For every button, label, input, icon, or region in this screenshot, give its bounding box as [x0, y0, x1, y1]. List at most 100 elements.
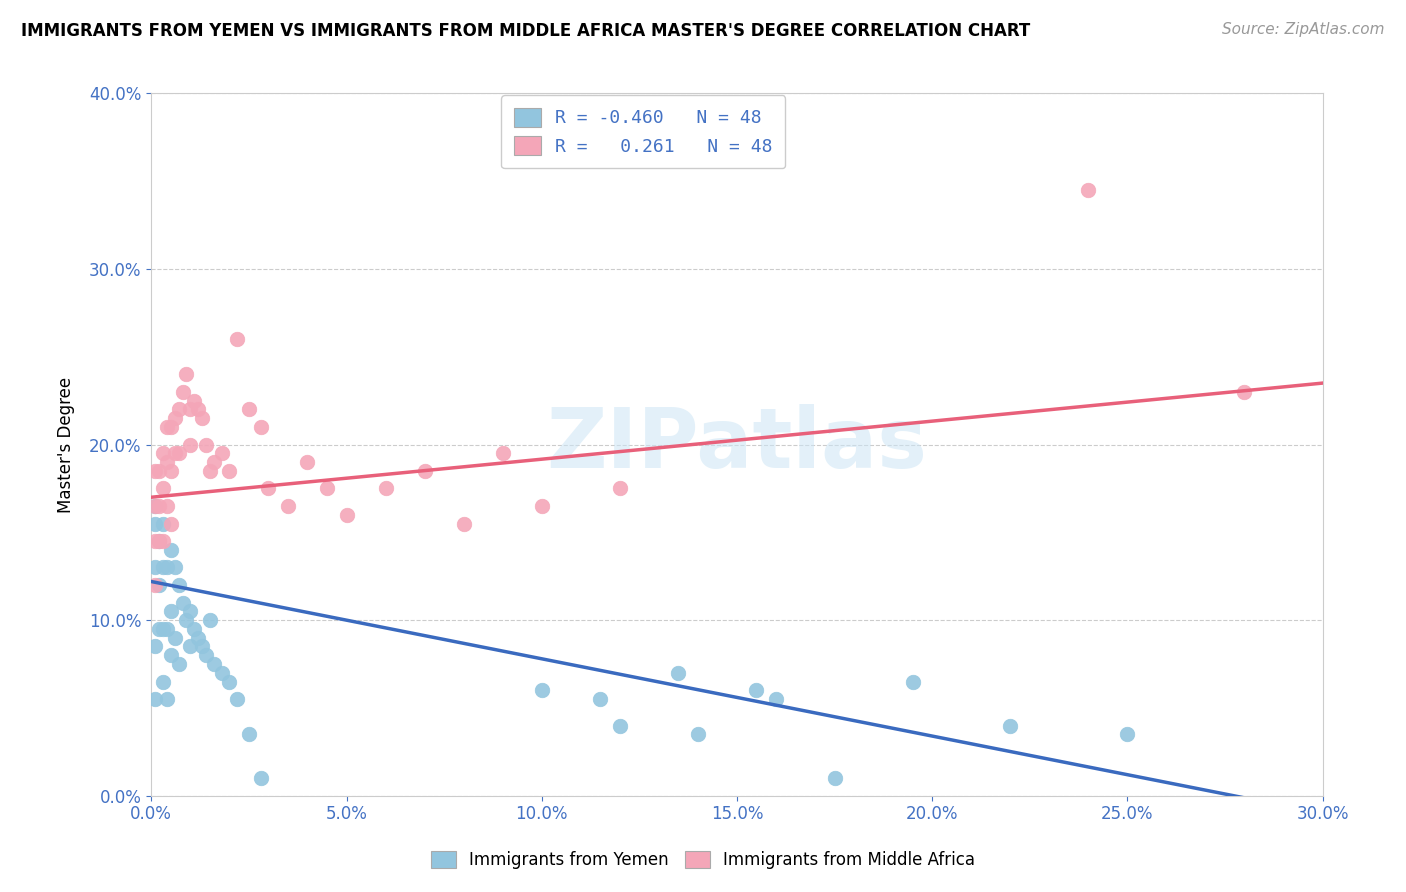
Point — [159, 648, 181, 663]
Point — [159, 604, 181, 618]
Point — [156, 499, 179, 513]
Legend: Immigrants from Yemen, Immigrants from Middle Africa: Immigrants from Yemen, Immigrants from M… — [420, 841, 986, 880]
Point — [152, 622, 174, 636]
Point — [143, 692, 166, 706]
Point — [148, 534, 170, 549]
Point — [179, 640, 201, 654]
Point — [187, 631, 209, 645]
Point — [218, 464, 240, 478]
Text: IMMIGRANTS FROM YEMEN VS IMMIGRANTS FROM MIDDLE AFRICA MASTER'S DEGREE CORRELATI: IMMIGRANTS FROM YEMEN VS IMMIGRANTS FROM… — [21, 22, 1031, 40]
Point — [297, 455, 319, 469]
Point — [148, 499, 170, 513]
Point — [413, 464, 436, 478]
Point — [589, 692, 612, 706]
Point — [249, 420, 271, 434]
Point — [148, 578, 170, 592]
Point — [163, 446, 186, 460]
Point — [745, 683, 768, 698]
Point — [218, 674, 240, 689]
Point — [335, 508, 357, 522]
Y-axis label: Master's Degree: Master's Degree — [58, 376, 75, 513]
Point — [191, 411, 214, 425]
Point — [156, 622, 179, 636]
Point — [176, 368, 198, 382]
Point — [156, 420, 179, 434]
Point — [143, 578, 166, 592]
Point — [198, 464, 221, 478]
Point — [238, 402, 260, 417]
Point — [530, 683, 553, 698]
Point — [152, 674, 174, 689]
Point — [316, 482, 339, 496]
Point — [167, 657, 190, 671]
Point — [143, 640, 166, 654]
Point — [183, 393, 205, 408]
Point — [226, 692, 249, 706]
Point — [901, 674, 924, 689]
Point — [163, 411, 186, 425]
Point — [156, 692, 179, 706]
Point — [202, 455, 225, 469]
Point — [194, 437, 217, 451]
Point — [202, 657, 225, 671]
Point — [159, 543, 181, 558]
Point — [148, 464, 170, 478]
Point — [143, 464, 166, 478]
Point — [156, 560, 179, 574]
Point — [226, 332, 249, 346]
Point — [179, 402, 201, 417]
Text: Source: ZipAtlas.com: Source: ZipAtlas.com — [1222, 22, 1385, 37]
Point — [167, 402, 190, 417]
Point — [686, 727, 709, 741]
Point — [1000, 718, 1022, 732]
Point — [143, 516, 166, 531]
Point — [152, 534, 174, 549]
Point — [179, 604, 201, 618]
Point — [492, 446, 515, 460]
Point — [765, 692, 787, 706]
Point — [666, 665, 689, 680]
Text: ZIPatlas: ZIPatlas — [547, 404, 928, 485]
Point — [1233, 384, 1256, 399]
Point — [152, 516, 174, 531]
Point — [198, 613, 221, 627]
Point — [172, 596, 194, 610]
Point — [179, 437, 201, 451]
Point — [159, 464, 181, 478]
Point — [172, 384, 194, 399]
Point — [148, 534, 170, 549]
Point — [167, 446, 190, 460]
Point — [143, 499, 166, 513]
Point — [183, 622, 205, 636]
Point — [143, 499, 166, 513]
Point — [163, 560, 186, 574]
Legend: R = -0.460   N = 48, R =   0.261   N = 48: R = -0.460 N = 48, R = 0.261 N = 48 — [501, 95, 786, 169]
Point — [211, 446, 233, 460]
Point — [159, 420, 181, 434]
Point — [143, 560, 166, 574]
Point — [187, 402, 209, 417]
Point — [257, 482, 280, 496]
Point — [163, 631, 186, 645]
Point — [249, 771, 271, 785]
Point — [530, 499, 553, 513]
Point — [277, 499, 299, 513]
Point — [1116, 727, 1139, 741]
Point — [167, 578, 190, 592]
Point — [152, 560, 174, 574]
Point — [824, 771, 846, 785]
Point — [152, 482, 174, 496]
Point — [191, 640, 214, 654]
Point — [238, 727, 260, 741]
Point — [143, 534, 166, 549]
Point — [156, 455, 179, 469]
Point — [211, 665, 233, 680]
Point — [194, 648, 217, 663]
Point — [609, 718, 631, 732]
Point — [159, 516, 181, 531]
Point — [148, 622, 170, 636]
Point — [453, 516, 475, 531]
Point — [609, 482, 631, 496]
Point — [152, 446, 174, 460]
Point — [1077, 183, 1099, 197]
